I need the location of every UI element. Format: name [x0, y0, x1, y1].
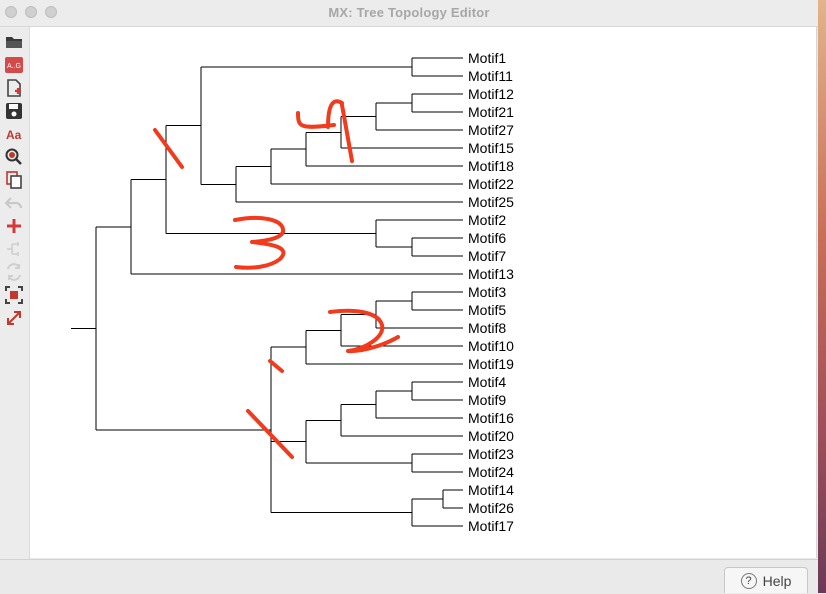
leaf-label[interactable]: Motif6 [468, 230, 506, 246]
font-icon-label: Aa [6, 128, 22, 141]
leaf-label[interactable]: Motif27 [468, 122, 514, 138]
leaf-label[interactable]: Motif4 [468, 374, 506, 390]
annotation-mark-1 [153, 128, 184, 169]
leaf-label[interactable]: Motif5 [468, 302, 506, 318]
leaf-label[interactable]: Motif23 [468, 446, 514, 462]
leaf-label[interactable]: Motif13 [468, 266, 514, 282]
leaf-label[interactable]: Motif24 [468, 464, 514, 480]
tree-canvas[interactable]: Motif1 Motif11 Motif12 Motif21 Motif27 Motif1… [30, 27, 817, 558]
fit-icon[interactable] [4, 285, 24, 305]
save-icon[interactable] [4, 101, 24, 121]
tree-view[interactable]: Motif1 Motif11 Motif12 Motif21 Motif27 Motif1… [30, 27, 816, 558]
minimize-window-button[interactable] [25, 6, 37, 18]
leaf-label[interactable]: Motif15 [468, 140, 514, 156]
close-window-button[interactable] [5, 6, 17, 18]
leaf-label[interactable]: Motif19 [468, 356, 514, 372]
reroot-icon[interactable] [4, 239, 24, 259]
status-bar [0, 559, 818, 594]
leaf-label[interactable]: Motif3 [468, 284, 506, 300]
leaf-label[interactable]: Motif9 [468, 392, 506, 408]
alignment-icon[interactable]: A..G [4, 55, 24, 75]
open-file-icon[interactable] [4, 32, 24, 52]
new-document-icon[interactable] [4, 78, 24, 98]
annotation-mark-2 [328, 308, 400, 354]
desktop-background [818, 0, 826, 593]
alignment-icon-label: A..G [7, 63, 21, 70]
leaf-label[interactable]: Motif26 [468, 500, 514, 516]
annotation-mark-3 [233, 215, 286, 270]
leaf-label[interactable]: Motif14 [468, 482, 514, 498]
swap-icon[interactable] [4, 262, 24, 282]
leaf-label[interactable]: Motif17 [468, 518, 514, 534]
leaf-label[interactable]: Motif1 [468, 50, 506, 66]
copy-icon[interactable] [4, 170, 24, 190]
expand-icon[interactable] [4, 308, 24, 328]
add-icon[interactable] [4, 216, 24, 236]
leaf-label[interactable]: Motif25 [468, 194, 514, 210]
zoom-window-button[interactable] [45, 6, 57, 18]
leaf-label[interactable]: Motif10 [468, 338, 514, 354]
title-bar: MX: Tree Topology Editor [0, 0, 818, 27]
help-label: Help [762, 572, 792, 589]
window-title: MX: Tree Topology Editor [328, 5, 490, 20]
help-button[interactable]: ? Help [724, 567, 808, 593]
font-icon[interactable]: Aa [4, 124, 24, 144]
annotation-mark-1 [268, 359, 284, 373]
annotation-mark-4 [296, 99, 354, 163]
question-mark-icon: ? [740, 572, 757, 589]
leaf-label[interactable]: Motif20 [468, 428, 514, 444]
annotation-mark-1 [246, 409, 294, 459]
leaf-label[interactable]: Motif16 [468, 410, 514, 426]
zoom-icon[interactable] [4, 147, 24, 167]
leaf-label[interactable]: Motif2 [468, 212, 506, 228]
leaf-label[interactable]: Motif22 [468, 176, 514, 192]
leaf-label[interactable]: Motif11 [468, 68, 513, 84]
leaf-label[interactable]: Motif7 [468, 248, 506, 264]
undo-icon[interactable] [4, 193, 24, 213]
leaf-label[interactable]: Motif18 [468, 158, 514, 174]
leaf-label[interactable]: Motif8 [468, 320, 506, 336]
leaf-label[interactable]: Motif21 [468, 104, 514, 120]
toolbar: A..G Aa [0, 27, 30, 559]
leaf-label[interactable]: Motif12 [468, 86, 514, 102]
